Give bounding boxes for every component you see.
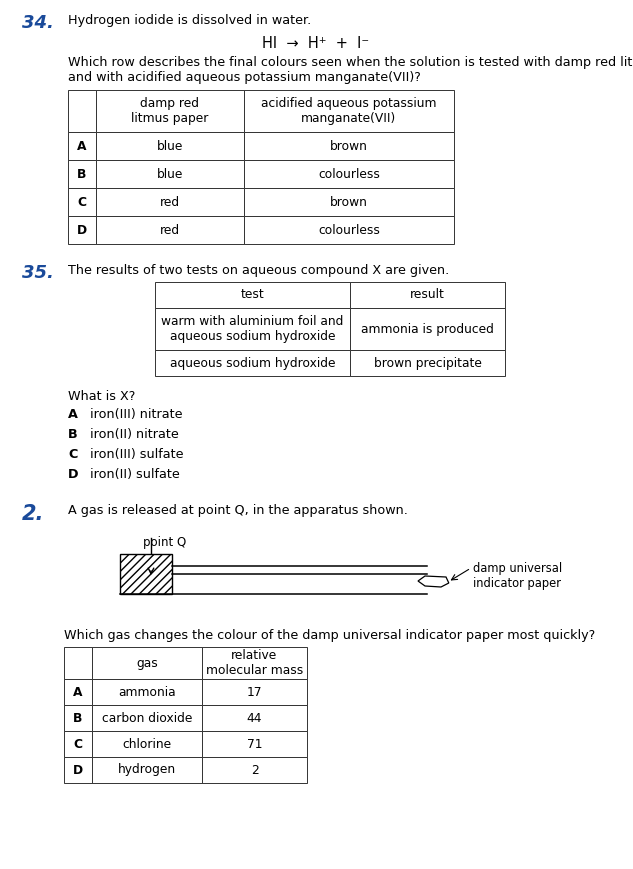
Text: C: C [73,738,82,751]
Text: damp red
litmus paper: damp red litmus paper [131,97,209,125]
Text: Which gas changes the colour of the damp universal indicator paper most quickly?: Which gas changes the colour of the damp… [64,629,595,642]
Text: blue: blue [157,140,183,152]
Bar [64,731,92,757]
Bar [64,757,92,783]
Bar [202,757,307,783]
Bar [202,647,307,679]
Text: colourless: colourless [318,223,380,236]
Text: What is X?: What is X? [68,390,135,403]
Bar [68,160,96,188]
Text: 35.: 35. [22,264,54,282]
Text: brown: brown [330,140,368,152]
Bar [68,132,96,160]
Bar [350,282,505,308]
Bar [155,350,350,376]
Text: Which row describes the final colours seen when the solution is tested with damp: Which row describes the final colours se… [68,56,633,84]
Text: The results of two tests on aqueous compound X are given.: The results of two tests on aqueous comp… [68,264,449,277]
Text: A: A [77,140,87,152]
Text: colourless: colourless [318,168,380,181]
Text: acidified aqueous potassium
manganate(VII): acidified aqueous potassium manganate(VI… [261,97,437,125]
Bar [64,705,92,731]
Bar [120,554,172,594]
Bar [68,216,96,244]
Bar [244,160,454,188]
Bar [96,216,244,244]
Bar [96,188,244,216]
Text: B: B [73,712,83,725]
Bar [202,731,307,757]
Text: ammonia is produced: ammonia is produced [361,322,494,335]
Bar [244,216,454,244]
Bar [202,705,307,731]
Text: gas: gas [136,656,158,669]
Bar [92,647,202,679]
Text: test: test [241,289,265,302]
Text: Hydrogen iodide is dissolved in water.: Hydrogen iodide is dissolved in water. [68,14,311,27]
Bar [350,350,505,376]
Bar [64,679,92,705]
Bar [155,308,350,350]
Bar [96,160,244,188]
Text: C: C [77,196,87,209]
Text: point Q: point Q [143,536,186,549]
Text: iron(II) sulfate: iron(II) sulfate [90,468,180,481]
Text: D: D [68,468,78,481]
Text: 34.: 34. [22,14,54,32]
Bar [244,90,454,132]
Text: A: A [73,686,83,699]
Text: iron(II) nitrate: iron(II) nitrate [90,428,179,441]
Text: relative
molecular mass: relative molecular mass [206,649,303,677]
Bar [92,705,202,731]
Text: ammonia: ammonia [118,686,176,699]
Text: aqueous sodium hydroxide: aqueous sodium hydroxide [170,356,335,369]
Bar [92,757,202,783]
Bar [92,679,202,705]
Text: red: red [160,196,180,209]
Text: result: result [410,289,445,302]
Bar [64,647,92,679]
Text: 17: 17 [247,686,262,699]
Bar [96,132,244,160]
Bar [202,679,307,705]
Text: iron(III) sulfate: iron(III) sulfate [90,448,184,461]
Bar [155,282,350,308]
Text: B: B [68,428,78,441]
Bar [68,188,96,216]
Text: red: red [160,223,180,236]
Text: B: B [77,168,87,181]
Text: chlorine: chlorine [122,738,172,751]
Text: D: D [73,764,83,777]
Text: warm with aluminium foil and
aqueous sodium hydroxide: warm with aluminium foil and aqueous sod… [161,315,344,343]
Bar [96,90,244,132]
Text: iron(III) nitrate: iron(III) nitrate [90,408,182,421]
Text: HI  →  H⁺  +  I⁻: HI → H⁺ + I⁻ [263,36,370,51]
Text: brown: brown [330,196,368,209]
Text: hydrogen: hydrogen [118,764,176,777]
Text: 2: 2 [251,764,258,777]
Bar [68,90,96,132]
Text: brown precipitate: brown precipitate [373,356,482,369]
Text: carbon dioxide: carbon dioxide [102,712,192,725]
Text: D: D [77,223,87,236]
Bar [92,731,202,757]
Text: 44: 44 [247,712,262,725]
Bar [244,188,454,216]
Text: 71: 71 [247,738,262,751]
Text: C: C [68,448,77,461]
Text: damp universal
indicator paper: damp universal indicator paper [473,562,562,590]
Polygon shape [418,576,449,587]
Text: A: A [68,408,78,421]
Bar [244,132,454,160]
Text: 2.: 2. [22,504,44,524]
Text: A gas is released at point Q, in the apparatus shown.: A gas is released at point Q, in the app… [68,504,408,517]
Text: blue: blue [157,168,183,181]
Bar [350,308,505,350]
